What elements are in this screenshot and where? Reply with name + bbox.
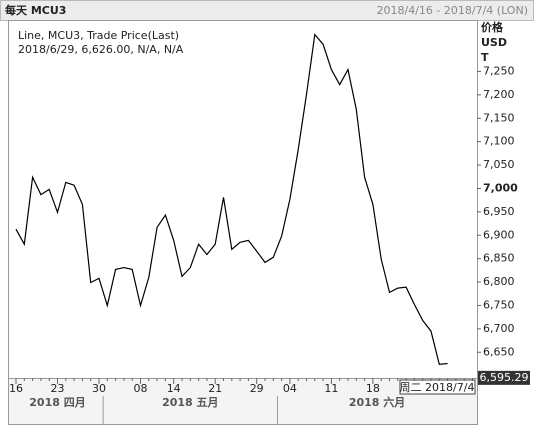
cursor-label: 周二 2018/7/4 xyxy=(400,381,475,394)
y-tick-label: 6,950 xyxy=(483,205,515,218)
x-tick-label: 11 xyxy=(324,382,338,395)
axis-title: USD xyxy=(481,36,507,49)
plot-area xyxy=(8,20,478,379)
header-range: 2018/4/16 - 2018/7/4 (LON) xyxy=(377,4,528,17)
axis-title: 价格 xyxy=(481,20,504,34)
x-tick-label: 29 xyxy=(250,382,264,395)
cursor-box xyxy=(399,379,476,395)
last-price-box xyxy=(478,370,530,385)
month-label: 2018 四月 xyxy=(29,396,85,409)
y-tick-label: 7,150 xyxy=(483,111,515,124)
y-tick-label: 7,250 xyxy=(483,64,515,77)
month-label: 2018 五月 xyxy=(162,396,218,409)
y-tick-label: 6,850 xyxy=(483,252,515,265)
x-tick-label: 04 xyxy=(283,382,297,395)
price-line xyxy=(15,33,448,366)
x-tick-label: 14 xyxy=(167,382,181,395)
x-tick-label: 30 xyxy=(92,382,106,395)
axis-title: T xyxy=(481,51,489,64)
x-tick-label: 21 xyxy=(208,382,222,395)
header-title: 每天 MCU3 xyxy=(5,3,66,17)
last-price-label: 6,595.29 xyxy=(480,371,529,384)
x-tick-label: 23 xyxy=(51,382,65,395)
x-tick-label: 08 xyxy=(134,382,148,395)
y-tick-label: 6,750 xyxy=(483,298,515,311)
x-tick-label: 16 xyxy=(9,382,23,395)
legend-line: Line, MCU3, Trade Price(Last) xyxy=(18,29,179,42)
y-tick-label: 6,700 xyxy=(483,322,515,335)
y-tick-label: 7,200 xyxy=(483,88,515,101)
x-tick-label: 18 xyxy=(366,382,380,395)
month-label: 2018 六月 xyxy=(349,395,405,409)
x-axis-area xyxy=(8,378,478,425)
y-tick-label: 6,800 xyxy=(483,275,515,288)
y-tick-label: 7,000 xyxy=(483,181,518,194)
y-tick-label: 6,650 xyxy=(483,345,515,358)
y-tick-label: 6,900 xyxy=(483,228,515,241)
legend-line: 2018/6/29, 6,626.00, N/A, N/A xyxy=(18,43,184,56)
y-tick-label: 7,050 xyxy=(483,158,515,171)
y-tick-label: 7,100 xyxy=(483,135,515,148)
